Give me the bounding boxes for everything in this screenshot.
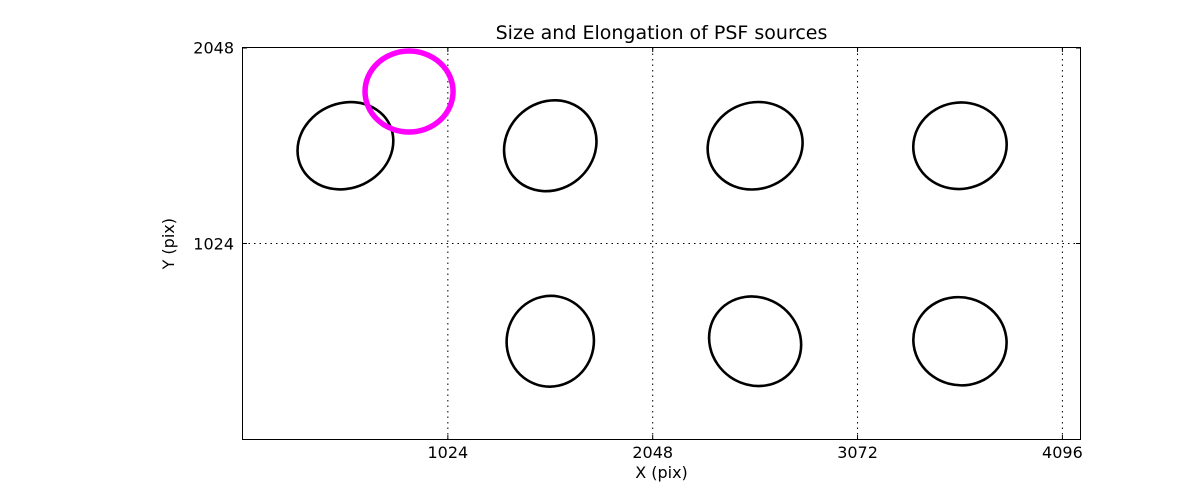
psf-ellipse-row1-col4	[912, 295, 1008, 387]
y-axis-label-text: Y (pix)	[158, 217, 178, 270]
psf-ellipse-row2-col4	[911, 101, 1008, 191]
y-tick-label-2048: 2048	[193, 38, 234, 58]
psf-ellipse-row2-col2	[502, 99, 598, 193]
x-tick-label-4096: 4096	[1042, 443, 1083, 462]
plot-canvas	[243, 48, 1080, 439]
psf-ellipse-row2-col3	[706, 100, 804, 191]
y-tick-label-1024: 1024	[193, 234, 234, 253]
highlighted-psf-ellipse	[362, 48, 456, 135]
x-tick-label-1024: 1024	[427, 443, 469, 462]
psf-ellipse-row2-col1	[296, 100, 395, 191]
y-axis-label: Y (pix)	[156, 47, 180, 440]
chart-title: Size and Elongation of PSF sources	[495, 22, 828, 44]
psf-ellipse-row1-col2	[505, 294, 596, 388]
x-axis-label: X (pix)	[635, 463, 688, 482]
x-tick-label-3072: 3072	[837, 443, 878, 462]
x-tick-label-2048: 2048	[632, 443, 674, 462]
plot-area	[242, 47, 1081, 440]
psf-ellipse-row1-col3	[707, 295, 803, 388]
